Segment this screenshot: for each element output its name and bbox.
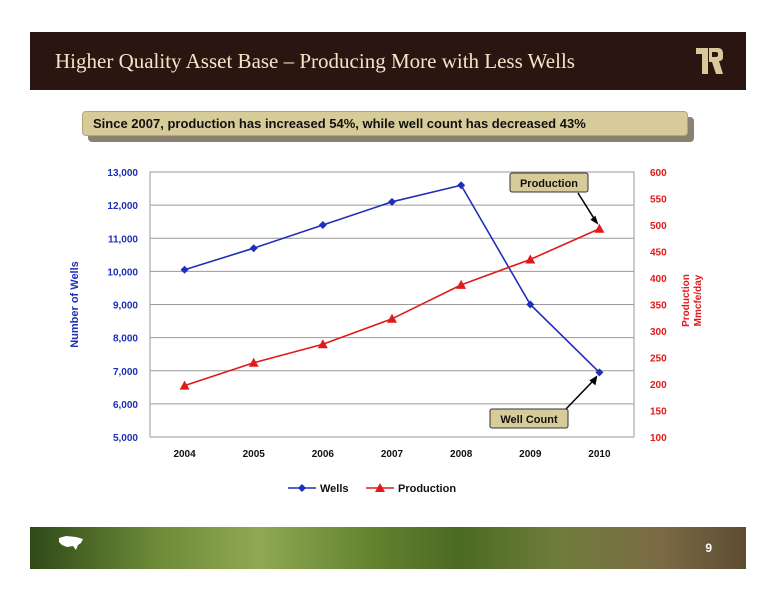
well-count-annotation-box [489,408,569,429]
y-left-tick-label: 6,000 [113,400,138,411]
x-tick-label: 2007 [381,449,404,460]
data-point-wells [388,197,396,206]
legend-wells-marker [298,484,306,492]
y-left-tick-label: 13,000 [107,168,138,179]
y-right-tick-label: 100 [650,433,667,444]
x-tick-label: 2006 [312,449,335,460]
y-left-tick-label: 10,000 [107,267,138,278]
y-right-tick-label: 400 [650,274,667,285]
slide-title: Higher Quality Asset Base – Producing Mo… [55,49,575,73]
x-tick-label: 2005 [243,449,266,460]
slide-header: Higher Quality Asset Base – Producing Mo… [30,32,746,90]
y-right-tick-label: 550 [650,195,667,206]
page-number: 9 [705,541,712,555]
y-left-tick-label: 8,000 [113,334,138,345]
y-right-tick-label: 600 [650,168,667,179]
y-right-tick-label: 250 [650,354,667,365]
data-point-wells [180,265,189,274]
y-right-axis-title: Mmcfe/day [693,274,704,326]
well-count-annotation-arrow [565,377,596,410]
data-point-production [317,339,328,349]
company-logo [696,48,723,74]
well-count-annotation-label: Well Count [500,414,558,426]
data-point-wells [595,368,604,377]
y-right-tick-label: 200 [650,380,667,391]
production-annotation-arrow [577,192,597,222]
production-arrowhead [590,215,599,225]
legend-wells-label: Wells [320,483,349,495]
data-point-production [248,357,259,367]
data-point-wells [249,244,258,253]
y-left-axis-title: Number of Wells [69,261,81,348]
legend-production-label: Production [398,483,456,495]
data-point-wells [526,300,535,309]
y-right-tick-label: 300 [650,327,667,338]
data-point-wells [318,221,327,229]
key-message-text: Since 2007, production has increased 54%… [93,116,586,131]
y-right-tick-label: 350 [650,301,667,312]
data-point-production [525,254,536,264]
y-left-tick-label: 5,000 [113,433,138,444]
x-tick-label: 2004 [173,449,196,460]
y-right-tick-label: 500 [650,221,667,232]
y-right-axis-title: Production [681,274,692,327]
y-left-tick-label: 11,000 [108,234,138,245]
y-left-tick-label: 7,000 [113,367,138,378]
data-point-production [179,380,190,390]
data-point-production [387,313,397,323]
us-map-icon [59,536,83,550]
data-point-wells [457,181,466,190]
y-left-tick-label: 9,000 [113,301,138,312]
production-annotation-label: Production [520,178,578,190]
legend-production-marker [375,483,385,492]
key-message-callout: Since 2007, production has increased 54%… [82,111,688,136]
production-annotation-box [509,172,589,193]
data-point-production [456,279,467,289]
y-right-tick-label: 450 [650,248,667,259]
data-point-production [594,223,605,233]
x-tick-label: 2009 [519,449,542,460]
x-tick-label: 2008 [450,449,473,460]
well-count-arrowhead [589,375,598,386]
y-right-tick-label: 150 [650,407,667,418]
x-tick-label: 2010 [588,449,611,460]
y-left-tick-label: 12,000 [107,201,138,212]
footer-banner: 9 [30,527,746,569]
